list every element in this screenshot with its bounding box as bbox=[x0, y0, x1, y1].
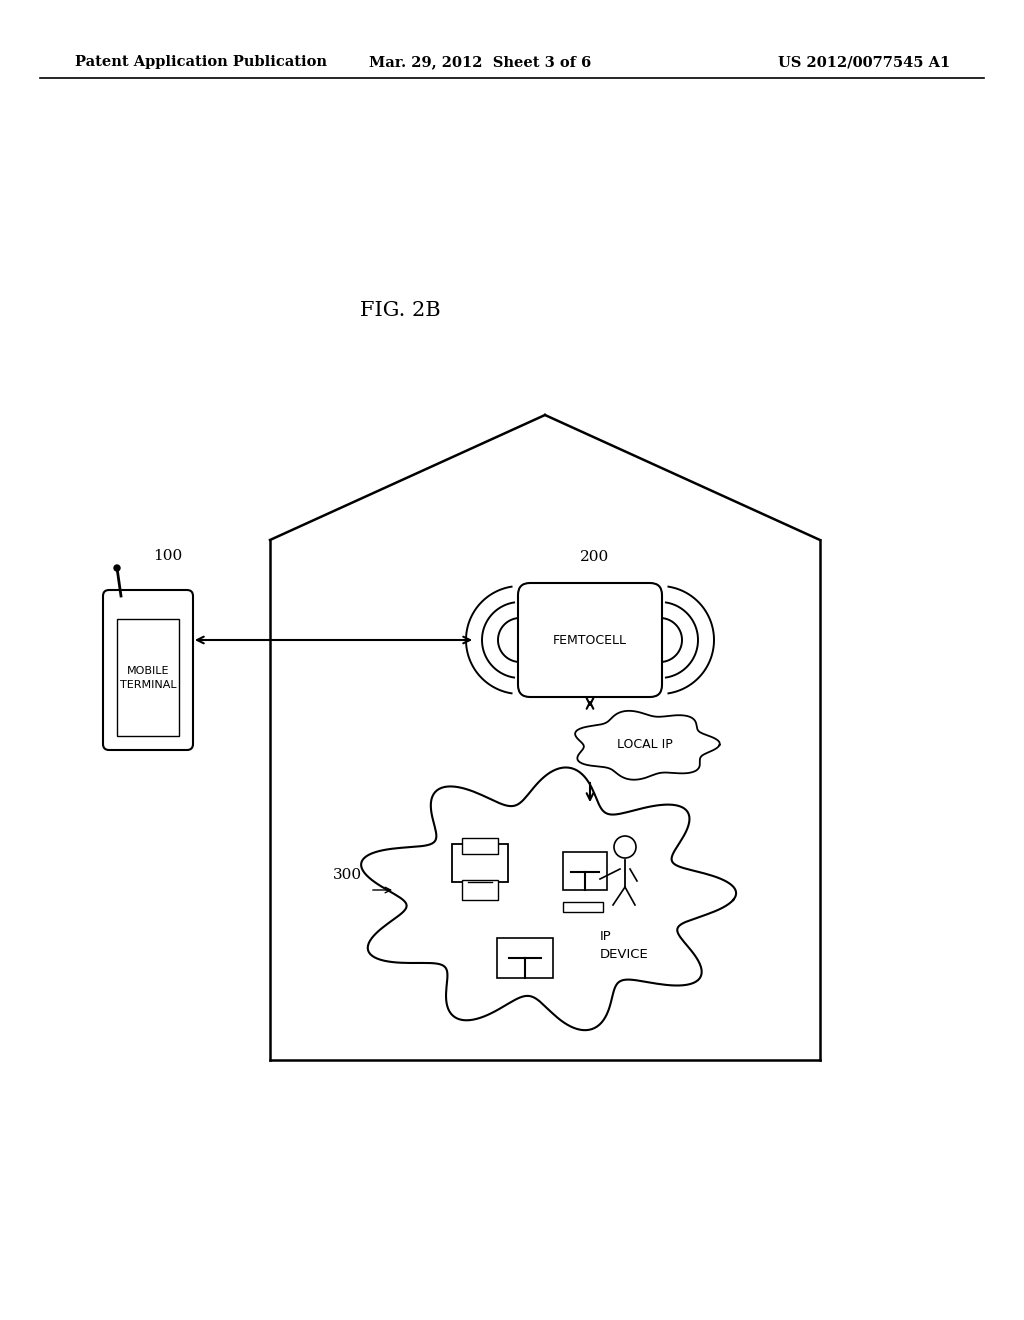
FancyBboxPatch shape bbox=[497, 939, 553, 978]
Text: IP
DEVICE: IP DEVICE bbox=[600, 929, 649, 961]
Text: FEMTOCELL: FEMTOCELL bbox=[553, 634, 627, 647]
FancyBboxPatch shape bbox=[563, 851, 607, 890]
FancyBboxPatch shape bbox=[563, 902, 603, 912]
FancyBboxPatch shape bbox=[103, 590, 193, 750]
Text: Patent Application Publication: Patent Application Publication bbox=[75, 55, 327, 69]
Circle shape bbox=[114, 565, 120, 572]
Text: 200: 200 bbox=[580, 550, 609, 564]
Text: LOCAL IP: LOCAL IP bbox=[617, 738, 673, 751]
Polygon shape bbox=[575, 710, 720, 780]
FancyBboxPatch shape bbox=[518, 583, 662, 697]
Text: 100: 100 bbox=[153, 549, 182, 564]
Polygon shape bbox=[361, 767, 736, 1030]
FancyBboxPatch shape bbox=[452, 843, 508, 882]
Text: Mar. 29, 2012  Sheet 3 of 6: Mar. 29, 2012 Sheet 3 of 6 bbox=[369, 55, 591, 69]
Text: MOBILE
TERMINAL: MOBILE TERMINAL bbox=[120, 667, 176, 690]
Text: US 2012/0077545 A1: US 2012/0077545 A1 bbox=[778, 55, 950, 69]
FancyBboxPatch shape bbox=[462, 838, 498, 854]
FancyBboxPatch shape bbox=[117, 619, 179, 737]
Text: 300: 300 bbox=[333, 869, 362, 882]
Text: FIG. 2B: FIG. 2B bbox=[359, 301, 440, 319]
FancyBboxPatch shape bbox=[462, 880, 498, 900]
